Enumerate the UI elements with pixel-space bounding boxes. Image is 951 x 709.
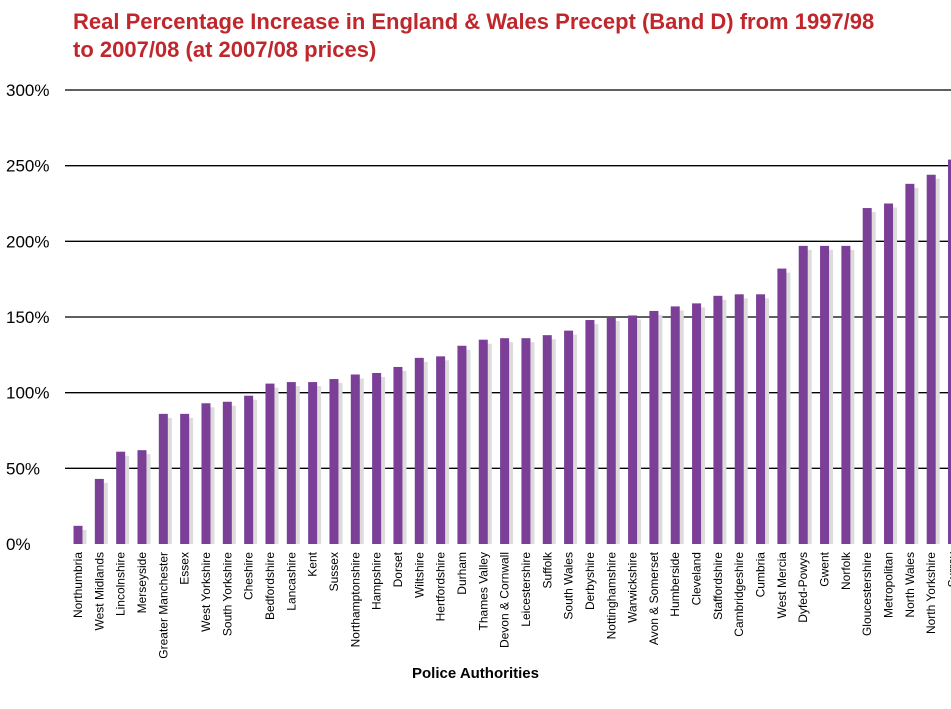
bar <box>414 357 424 544</box>
x-tick-label: Lancashire <box>284 552 298 611</box>
bar <box>692 303 702 544</box>
bar <box>649 310 659 544</box>
x-tick-label: Leicestershire <box>519 552 533 627</box>
x-tick-label: North Wales <box>903 552 917 618</box>
x-tick-label: Suffolk <box>540 551 554 588</box>
bar <box>905 183 915 544</box>
x-tick-label: Wiltshire <box>412 552 426 598</box>
x-tick-label: Humberside <box>668 552 682 617</box>
bar <box>180 413 190 544</box>
y-tick-label: 100% <box>6 384 49 403</box>
x-tick-label: Merseyside <box>135 552 149 614</box>
x-tick-label: South Wales <box>562 552 576 620</box>
x-tick-label: Dorset <box>391 551 405 587</box>
x-tick-label: Bedfordshire <box>263 552 277 620</box>
bar <box>372 372 382 544</box>
x-tick-label: Gloucestershire <box>860 552 874 636</box>
x-tick-label: Greater Manchester <box>156 552 170 659</box>
bar <box>820 245 830 544</box>
bar <box>457 345 467 544</box>
bar <box>308 382 318 544</box>
bar <box>436 356 446 544</box>
bar <box>393 366 403 544</box>
x-tick-label: Dyfed-Powys <box>796 552 810 623</box>
bar <box>286 382 296 544</box>
chart-title: Real Percentage Increase in England & Wa… <box>73 9 875 62</box>
x-tick-label: Thames Valley <box>476 552 490 630</box>
x-tick-label: Devon & Cornwall <box>498 552 512 648</box>
x-tick-label: Kent <box>306 551 320 576</box>
bar <box>798 245 808 544</box>
bar <box>158 413 168 544</box>
bars <box>73 159 951 545</box>
bar <box>350 374 360 544</box>
bar <box>244 395 254 544</box>
x-tick-label: South Yorkshire <box>220 552 234 636</box>
x-tick-label: Cleveland <box>690 552 704 605</box>
bar <box>564 330 574 544</box>
x-tick-label: Derbyshire <box>583 552 597 610</box>
bar <box>137 450 147 544</box>
bar <box>777 268 787 544</box>
x-tick-label: West Mercia <box>775 552 789 619</box>
y-tick-label: 200% <box>6 232 49 251</box>
x-tick-label: Warwickshire <box>626 552 640 623</box>
x-tick-label: Staffordshire <box>711 552 725 620</box>
x-tick-label: Northumbria <box>71 552 85 618</box>
y-tick-label: 0% <box>6 535 31 554</box>
x-tick-label: Cambridgeshire <box>732 552 746 637</box>
x-tick-label: Lincolnshire <box>114 552 128 616</box>
x-tick-label: North Yorkshire <box>924 552 938 634</box>
x-tick-label: Sussex <box>327 552 341 591</box>
bar <box>222 401 232 544</box>
y-tick-label: 50% <box>6 459 40 478</box>
bar <box>478 339 488 544</box>
x-tick-label: Surrey <box>946 552 951 587</box>
bar <box>841 245 851 544</box>
bar <box>116 451 126 544</box>
x-tick-label: Cheshire <box>242 552 256 600</box>
x-tick-label: Cumbria <box>754 552 768 598</box>
x-tick-label: Avon & Somerset <box>647 551 661 645</box>
y-tick-label: 300% <box>6 81 49 100</box>
x-axis-label: Police Authorities <box>412 665 539 682</box>
x-tick-label: West Yorkshire <box>199 552 213 632</box>
x-tick-label: Hertfordshire <box>434 552 448 622</box>
x-axis-tick-labels: Northumbria West Midlands Lincolnshire Mers… <box>71 551 951 659</box>
x-tick-label: Gwent <box>818 551 832 586</box>
bar <box>585 320 595 544</box>
x-tick-label: Essex <box>178 552 192 585</box>
y-tick-label: 250% <box>6 157 49 176</box>
bar <box>606 317 616 544</box>
y-axis-tick-labels: 0% 50% 100% 150% 200% 250% 300% <box>6 81 49 554</box>
x-tick-label: Northamptonshire <box>348 552 362 648</box>
bar <box>756 294 766 544</box>
x-tick-label: Metropolitan <box>882 552 896 618</box>
bar <box>201 403 211 544</box>
bar <box>862 208 872 545</box>
x-tick-label: West Midlands <box>92 552 106 630</box>
bar <box>500 338 510 544</box>
x-tick-label: Norfolk <box>839 551 853 590</box>
bar <box>73 525 83 544</box>
x-tick-label: Durham <box>455 552 469 595</box>
bar <box>948 159 951 544</box>
bar <box>926 174 936 544</box>
bar <box>94 478 104 544</box>
y-tick-label: 150% <box>6 308 49 327</box>
bar <box>521 338 531 544</box>
bar <box>329 379 339 544</box>
x-tick-label: Hampshire <box>370 552 384 610</box>
bar <box>628 315 638 544</box>
bar <box>734 294 744 544</box>
bar <box>670 306 680 544</box>
bar <box>884 203 894 544</box>
bar <box>265 383 275 544</box>
bar <box>542 335 552 544</box>
bar <box>713 295 723 544</box>
x-tick-label: Nottinghamshire <box>604 552 618 640</box>
